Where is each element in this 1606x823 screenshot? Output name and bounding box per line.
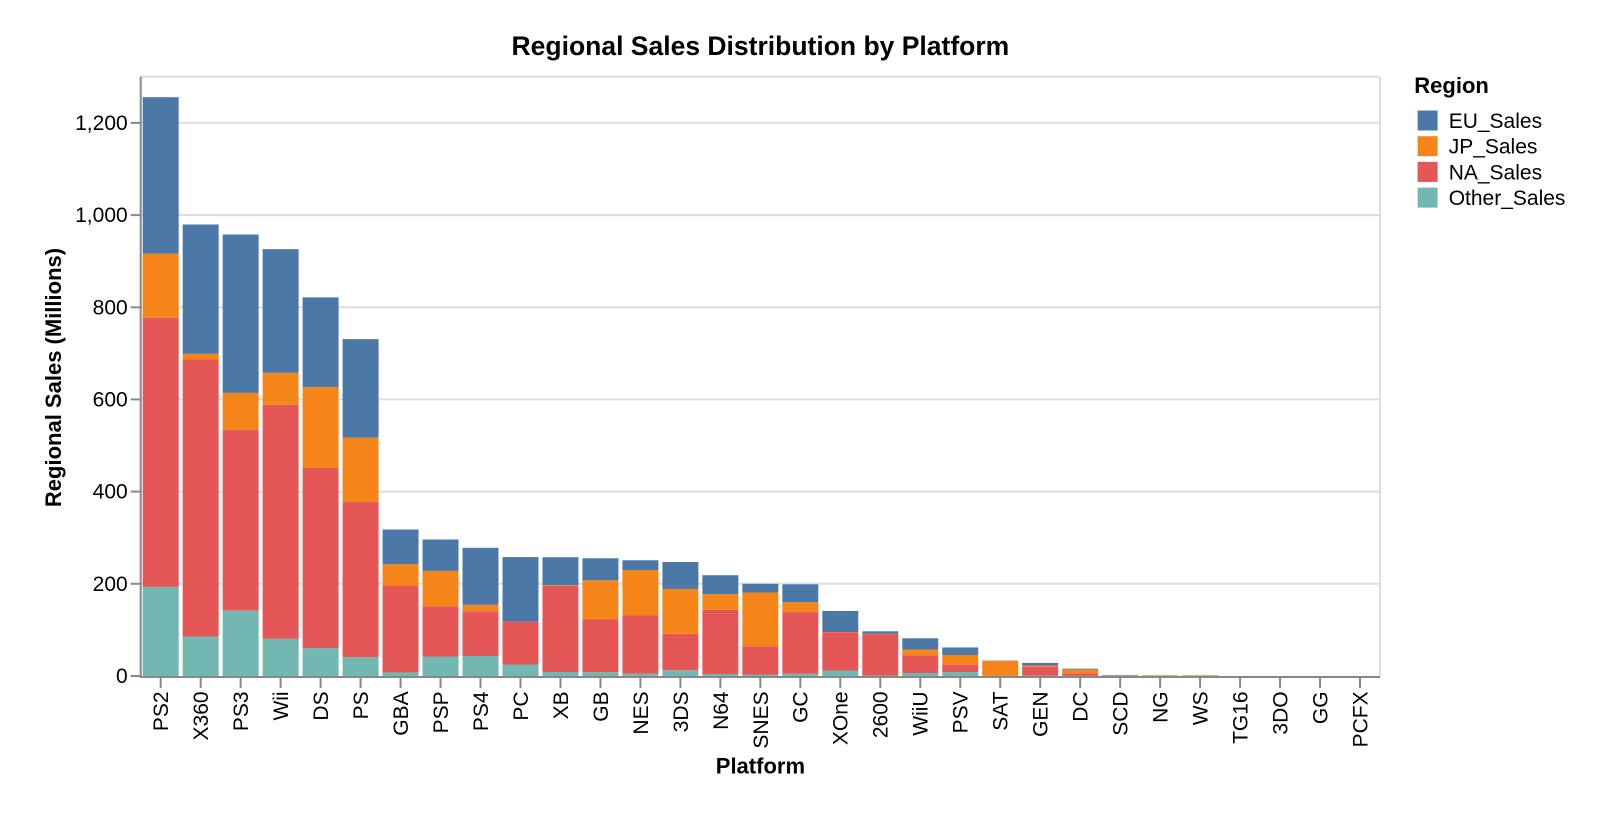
svg-text:3DS: 3DS — [670, 691, 693, 732]
svg-text:PSP: PSP — [430, 691, 453, 733]
svg-text:NG: NG — [1150, 691, 1173, 723]
svg-text:3DO: 3DO — [1269, 691, 1292, 734]
svg-text:WS: WS — [1190, 691, 1213, 725]
svg-text:PSV: PSV — [950, 691, 973, 733]
svg-text:GG: GG — [1309, 691, 1332, 724]
svg-text:PC: PC — [510, 691, 533, 720]
svg-text:GEN: GEN — [1030, 691, 1053, 737]
svg-text:PCFX: PCFX — [1349, 691, 1372, 747]
svg-text:Regional Sales Distribution by: Regional Sales Distribution by Platform — [512, 31, 1010, 61]
svg-text:NA_Sales: NA_Sales — [1449, 161, 1542, 184]
svg-text:SAT: SAT — [990, 691, 1013, 730]
svg-text:400: 400 — [93, 481, 128, 504]
svg-text:SNES: SNES — [750, 691, 773, 748]
svg-text:1,200: 1,200 — [75, 112, 128, 135]
svg-text:600: 600 — [93, 388, 128, 411]
svg-text:EU_Sales: EU_Sales — [1449, 110, 1542, 133]
svg-text:PS3: PS3 — [230, 691, 253, 731]
svg-text:XB: XB — [550, 691, 573, 719]
svg-text:200: 200 — [93, 573, 128, 596]
svg-text:SCD: SCD — [1110, 691, 1133, 735]
svg-text:DS: DS — [310, 691, 333, 720]
svg-text:DC: DC — [1070, 691, 1093, 721]
svg-text:Wii: Wii — [270, 691, 293, 720]
svg-text:TG16: TG16 — [1229, 691, 1252, 744]
svg-text:GB: GB — [590, 691, 613, 721]
svg-text:JP_Sales: JP_Sales — [1449, 136, 1538, 159]
svg-text:1,000: 1,000 — [75, 204, 128, 227]
svg-text:Regional Sales (Millions): Regional Sales (Millions) — [41, 248, 66, 507]
svg-text:PS2: PS2 — [150, 691, 173, 731]
svg-text:XOne: XOne — [830, 691, 853, 745]
svg-text:0: 0 — [116, 665, 128, 688]
svg-text:X360: X360 — [190, 691, 213, 740]
svg-text:Region: Region — [1414, 73, 1489, 98]
svg-text:GC: GC — [790, 691, 813, 723]
svg-text:GBA: GBA — [390, 691, 413, 735]
svg-text:NES: NES — [630, 691, 653, 734]
svg-text:WiiU: WiiU — [910, 691, 933, 735]
svg-text:Platform: Platform — [716, 754, 805, 779]
svg-text:2600: 2600 — [870, 691, 893, 738]
svg-text:Other_Sales: Other_Sales — [1449, 187, 1566, 210]
svg-text:N64: N64 — [710, 691, 733, 730]
svg-text:800: 800 — [93, 296, 128, 319]
svg-text:PS: PS — [350, 691, 373, 719]
svg-text:PS4: PS4 — [470, 691, 493, 731]
